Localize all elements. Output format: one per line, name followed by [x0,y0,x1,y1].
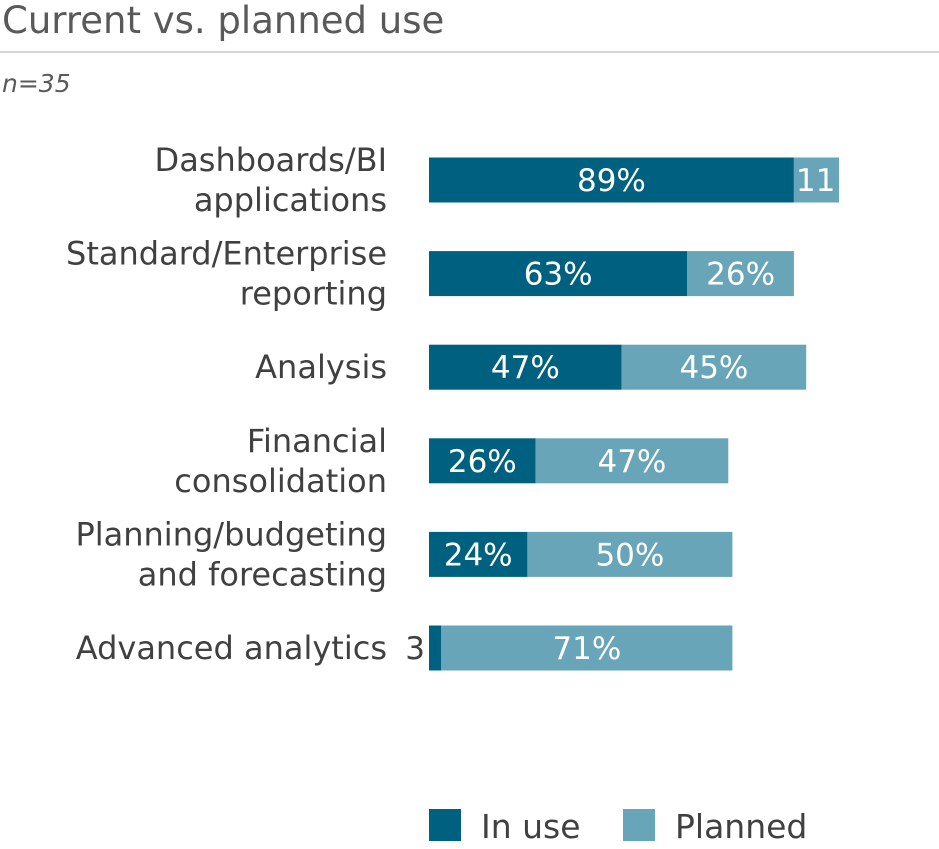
data-label: 71% [552,631,621,667]
chart-subtitle: n=35 [2,69,71,98]
data-label: 11 [796,163,835,199]
category-label-line: applications [194,181,387,219]
bar-segment-planned [535,438,729,484]
legend-label-in-use: In use [481,807,581,846]
data-label: 26% [448,444,517,480]
bar-segment-planned [441,625,733,671]
category-label-line: and forecasting [138,555,387,593]
category-label: Financial consolidation [174,422,387,500]
bar-segment-in-use [429,251,688,297]
category-label-line: Planning/budgeting [75,515,387,553]
category-label-line: reporting [240,275,387,313]
bar-segment-planned [621,344,807,390]
data-label: 47% [597,444,666,480]
title-divider [0,51,939,53]
bar-segment-in-use [429,438,536,484]
category-label-line: Dashboards/BI [155,141,387,179]
data-label: 63% [524,257,593,293]
bar-segment-in-use [429,157,794,203]
category-label: Advanced analytics [76,629,387,667]
chart-title: Current vs. planned use [2,0,445,42]
category-label-line: Standard/Enterprise [66,235,387,273]
category-label-line: consolidation [174,462,387,500]
legend-swatch-planned [623,809,655,841]
bar-segment-planned [793,157,839,203]
legend-label-planned: Planned [675,807,807,846]
category-label-line: Analysis [255,348,387,386]
bar-segment-planned [527,531,733,577]
data-label: 45% [679,350,748,386]
data-label: 47% [491,350,560,386]
bar-segment-in-use [429,531,528,577]
category-label: Planning/budgeting and forecasting [75,515,387,593]
data-label: 50% [595,537,664,573]
category-label: Analysis [255,348,387,386]
bar-segment-in-use [429,344,622,390]
category-label: Standard/Enterprise reporting [66,235,387,313]
data-label: 24% [444,537,513,573]
category-label: Dashboards/BI applications [155,141,387,219]
bar-segment-planned [687,251,794,297]
data-label: 26% [706,257,775,293]
data-label: 89% [577,163,646,199]
bar-segment-in-use [429,625,442,671]
data-label: 3 [405,631,425,667]
category-label-line: Advanced analytics [76,629,387,667]
legend-swatch-in-use [429,809,461,841]
category-label-line: Financial [247,422,387,460]
